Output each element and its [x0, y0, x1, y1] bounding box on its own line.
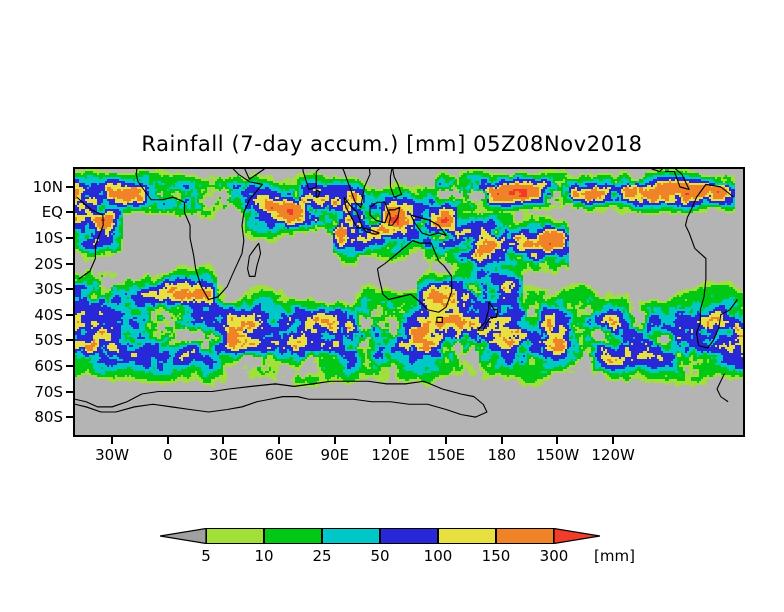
colorbar[interactable]: [mm] 5 10 25 50 100 150 300 [0, 514, 784, 574]
latitude-tick-mark [66, 262, 73, 265]
latitude-tick-label: 20S [34, 254, 63, 273]
longitude-tick-mark [500, 437, 503, 444]
latitude-tick-label: 80S [34, 408, 63, 427]
colorbar-segment[interactable] [322, 528, 380, 544]
colorbar-segment[interactable] [380, 528, 438, 544]
longitude-tick-label: 0 [162, 446, 173, 464]
longitude-tick-label: 30E [209, 446, 238, 464]
latitude-tick-label: 70S [34, 382, 63, 401]
latitude-tick-label: 30S [34, 280, 63, 299]
colorbar-tick-label: 50 [370, 547, 390, 565]
longitude-tick-mark [333, 437, 336, 444]
latitude-tick-mark [66, 313, 73, 316]
longitude-tick-mark [389, 437, 392, 444]
longitude-tick-label: 120W [591, 446, 635, 464]
longitude-tick-mark [222, 437, 225, 444]
longitude-tick-mark [166, 437, 169, 444]
latitude-tick-label: 50S [34, 331, 63, 350]
latitude-tick-mark [66, 390, 73, 393]
longitude-tick-mark [556, 437, 559, 444]
colorbar-tick-label: 150 [481, 547, 511, 565]
coastline-overlay-layer [75, 169, 743, 435]
colorbar-segment[interactable] [264, 528, 322, 544]
latitude-tick-mark [66, 237, 73, 240]
colorbar-unit-label: [mm] [594, 547, 635, 565]
latitude-tick-mark [66, 416, 73, 419]
longitude-tick-mark [278, 437, 281, 444]
latitude-tick-label: 10S [34, 229, 63, 248]
colorbar-tick-label: 25 [312, 547, 332, 565]
latitude-tick-mark [66, 288, 73, 291]
longitude-tick-label: 60E [264, 446, 294, 464]
longitude-tick-label: 30W [95, 446, 130, 464]
latitude-tick-label: 10N [32, 177, 63, 196]
map-plot-area[interactable] [73, 167, 745, 437]
latitude-tick-label: 60S [34, 356, 63, 375]
colorbar-segment[interactable] [206, 528, 264, 544]
latitude-tick-label: EQ [41, 203, 63, 222]
colorbar-segment[interactable] [496, 528, 554, 544]
longitude-tick-label: 90E [320, 446, 350, 464]
colorbar-segment[interactable] [438, 528, 496, 544]
longitude-tick-label: 120E [371, 446, 410, 464]
longitude-tick-label: 150W [535, 446, 580, 464]
longitude-tick-mark [111, 437, 114, 444]
latitude-tick-mark [66, 364, 73, 367]
colorbar-tick-label: 10 [254, 547, 274, 565]
colorbar-tick-label: 300 [539, 547, 569, 565]
colorbar-underflow-arrow [159, 527, 207, 545]
colorbar-tick-label: 100 [423, 547, 453, 565]
latitude-tick-mark [66, 211, 73, 214]
page-title: Rainfall (7-day accum.) [mm] 05Z08Nov201… [141, 132, 643, 156]
longitude-tick-mark [445, 437, 448, 444]
longitude-tick-mark [612, 437, 615, 444]
latitude-tick-mark [66, 185, 73, 188]
latitude-tick-label: 40S [34, 305, 63, 324]
latitude-tick-mark [66, 339, 73, 342]
colorbar-tick-label: 5 [201, 547, 211, 565]
colorbar-overflow-arrow [553, 527, 601, 545]
longitude-tick-label: 150E [427, 446, 466, 464]
longitude-tick-label: 180 [487, 446, 517, 464]
